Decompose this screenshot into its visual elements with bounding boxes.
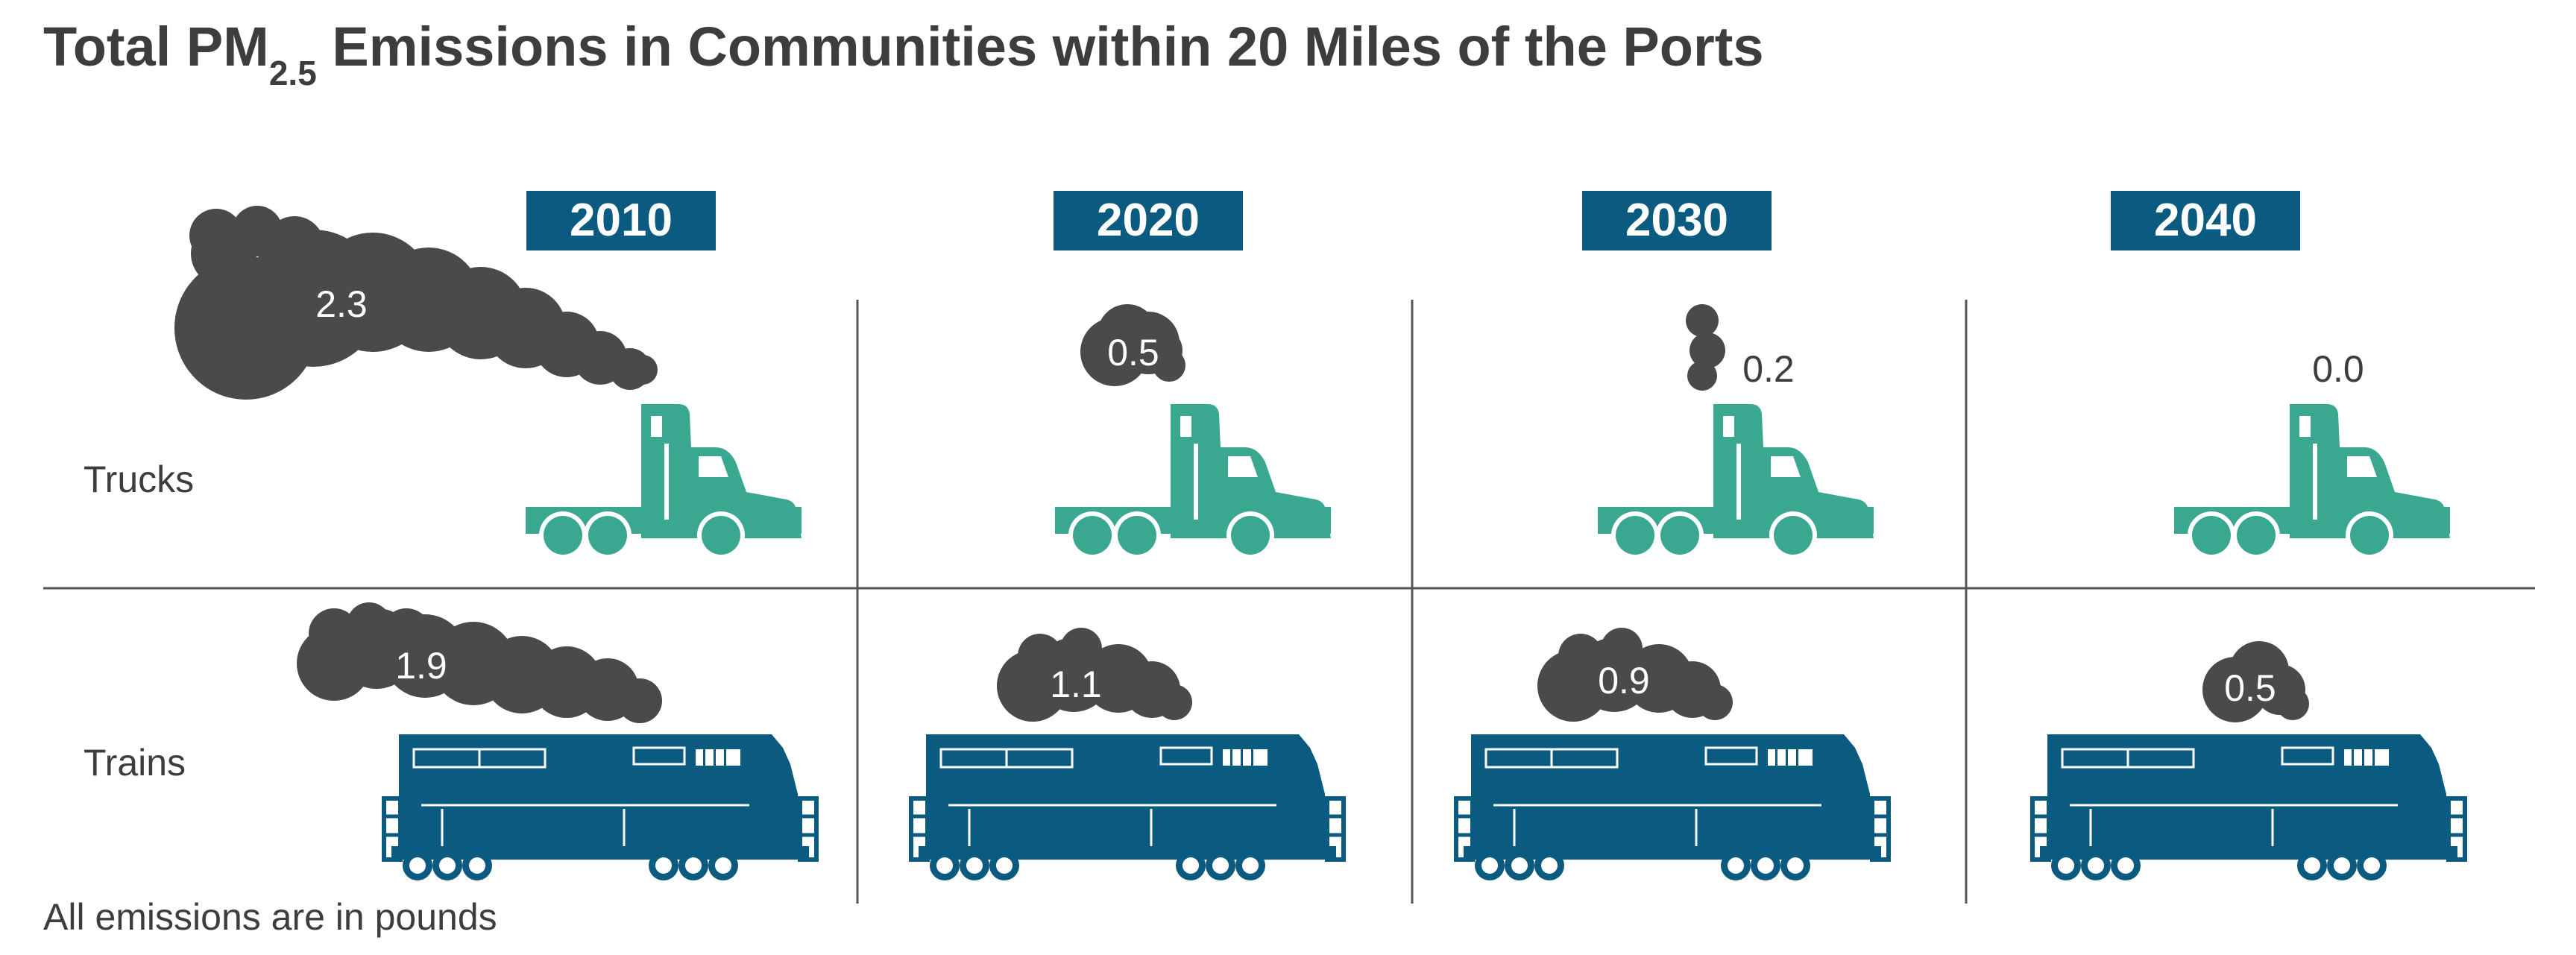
truck-icon-2010 — [526, 404, 802, 559]
smoke-trains-2010 — [297, 602, 662, 723]
smoke-trains-2040 — [2202, 641, 2309, 722]
smoke-trucks-2030 — [1686, 304, 1725, 391]
train-icon-2020 — [909, 734, 1346, 880]
year-badge-2030: 2030 — [1582, 191, 1772, 250]
year-badge-2020: 2020 — [1054, 191, 1243, 250]
truck-icon-2030 — [1598, 404, 1874, 559]
year-badge-2010: 2010 — [526, 191, 716, 250]
year-badge-bg — [1054, 191, 1243, 250]
vehicle-layer — [382, 404, 2467, 880]
smoke-trucks-2020 — [1080, 304, 1185, 386]
year-badge-bg — [2111, 191, 2300, 250]
year-badge-2040: 2040 — [2111, 191, 2300, 250]
train-icon-2040 — [2030, 734, 2467, 880]
train-icon-2030 — [1454, 734, 1891, 880]
chart-title: Total PM2.5 Emissions in Communities wit… — [43, 16, 1764, 92]
smoke-trucks-2010 — [174, 206, 658, 400]
value-label-trains-2040: 0.5 — [2224, 667, 2276, 709]
year-label: 2010 — [570, 195, 673, 246]
train-icon-2010 — [382, 734, 819, 880]
smoke-trains-2020 — [997, 628, 1192, 722]
row-label-trucks: Trucks — [84, 458, 194, 500]
value-label-trucks-2010: 2.3 — [315, 283, 368, 325]
title-suffix: Emissions in Communities within 20 Miles… — [317, 16, 1764, 78]
row-labels: Trucks Trains — [84, 458, 194, 784]
title-subscript: 2.5 — [269, 54, 317, 92]
footnote: All emissions are in pounds — [43, 896, 497, 938]
year-badge-bg — [1582, 191, 1772, 250]
year-label: 2040 — [2154, 195, 2257, 246]
title-prefix: Total PM — [43, 16, 269, 78]
grid-lines — [43, 300, 2535, 904]
smoke-trains-2030 — [1537, 628, 1733, 722]
value-label-trains-2020: 1.1 — [1050, 664, 1102, 705]
value-label-trucks-2040: 0.0 — [2312, 348, 2364, 390]
truck-icon-2020 — [1055, 404, 1331, 559]
value-label-trains-2030: 0.9 — [1598, 660, 1650, 702]
year-label: 2020 — [1097, 195, 1200, 246]
truck-icon-2040 — [2174, 404, 2450, 559]
value-label-trucks-2030: 0.2 — [1742, 348, 1795, 390]
row-label-trains: Trains — [84, 742, 186, 784]
year-badge-bg — [526, 191, 716, 250]
year-badges: 2010 2020 2030 2040 — [526, 191, 2300, 250]
value-label-trucks-2020: 0.5 — [1107, 332, 1159, 374]
year-label: 2030 — [1625, 195, 1728, 246]
value-label-trains-2010: 1.9 — [395, 645, 447, 687]
smoke-layer: 2.3 0.5 0.2 0.0 1.9 1.1 0.9 0.5 — [174, 206, 2364, 723]
